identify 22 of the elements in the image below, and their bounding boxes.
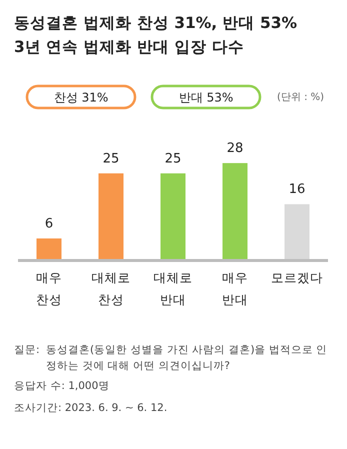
text: 응답자 수: 1,000명: [14, 379, 110, 394]
bar: [160, 173, 186, 259]
data-label: 6: [44, 216, 54, 232]
bar: [284, 204, 310, 259]
bar: [98, 173, 124, 259]
data-label: 25: [164, 151, 182, 166]
data-label: 25: [102, 151, 120, 166]
bar: [36, 238, 62, 259]
x-tick-label: 대체로 찬성: [92, 270, 130, 307]
x-tick-label: 모르겠다: [271, 270, 323, 285]
x-tick-label: 매우 찬성: [36, 270, 62, 307]
data-label: 28: [226, 141, 244, 156]
x-tick-label: 대체로 반대: [154, 270, 192, 307]
chart-title: 동성결혼 법제화 찬성 31%, 반대 53%: [14, 14, 298, 32]
chart-subtitle: 3년 연속 법제화 반대 입장 다수: [14, 38, 244, 56]
text: 동성결혼(동일한 성별을 가진 사람의 결혼)을 법적으로 인정하는 것에 대해 어떤 의견이십니까?: [46, 343, 328, 374]
data-label: 16: [288, 182, 306, 198]
text: 질문:: [14, 343, 40, 358]
text: 조사기간: 2023. 6. 9. ~ 6. 12.: [14, 401, 168, 416]
x-tick-label: 매우 반대: [222, 270, 248, 307]
bar: [222, 163, 248, 259]
text: (단위 : %): [277, 92, 324, 103]
